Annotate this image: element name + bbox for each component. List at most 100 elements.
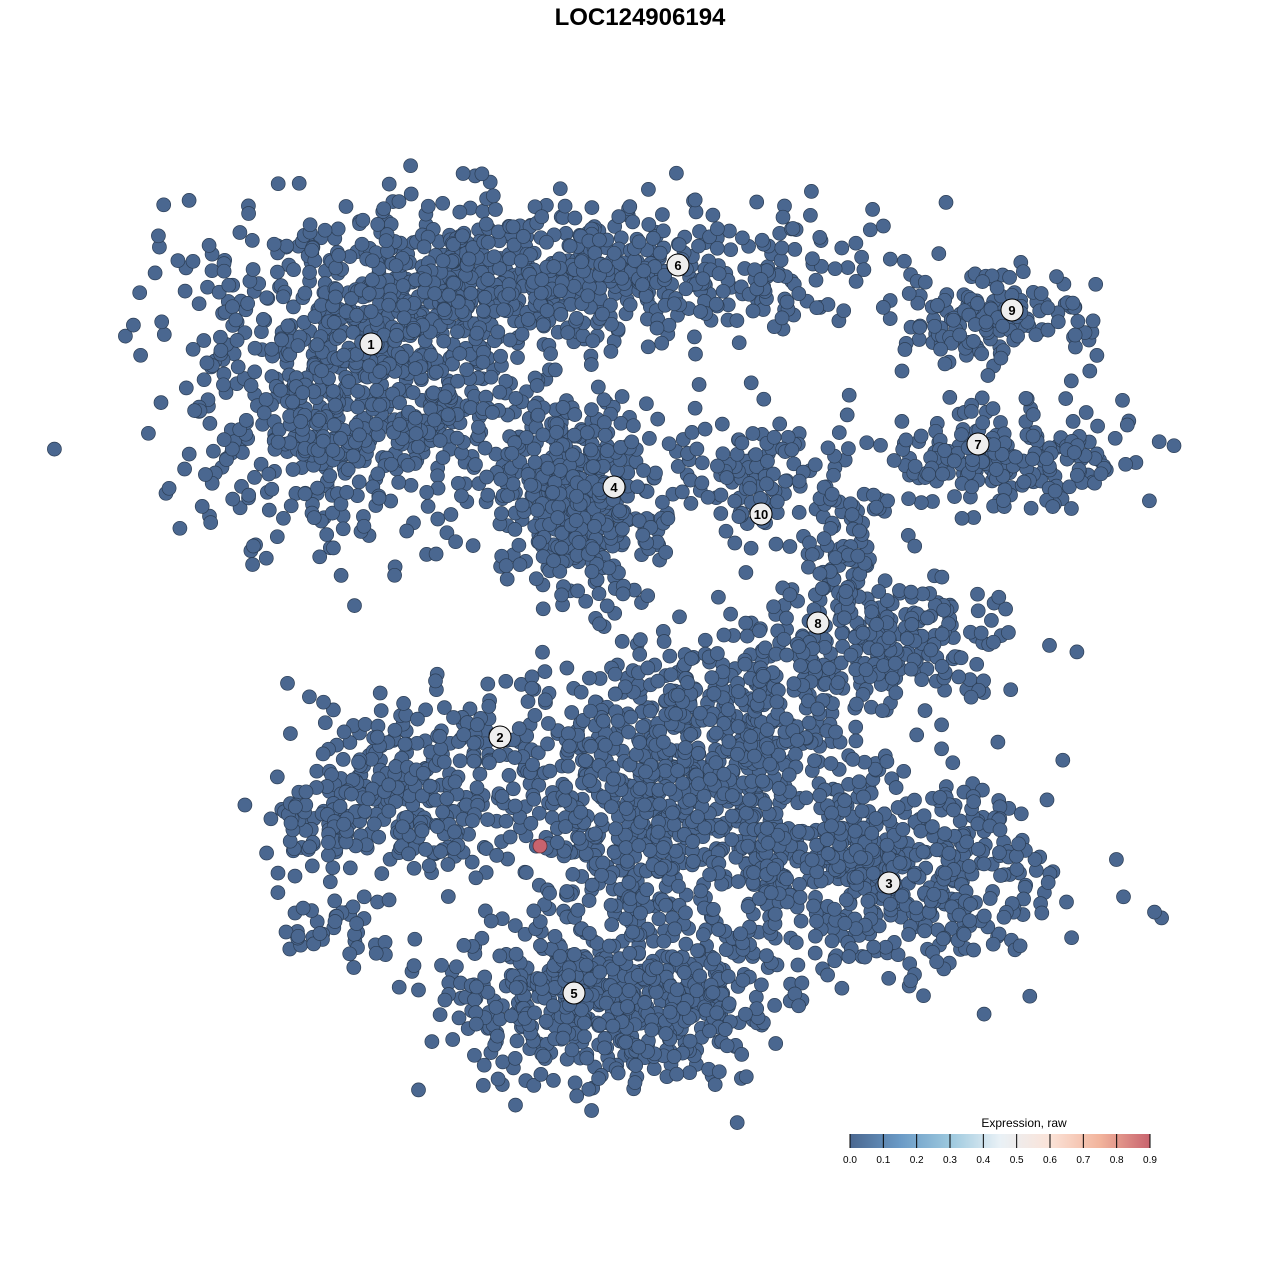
data-point — [511, 537, 527, 553]
data-point — [720, 969, 736, 984]
data-point — [906, 867, 922, 883]
data-point — [540, 460, 556, 476]
data-point — [963, 896, 978, 912]
data-point — [638, 764, 653, 780]
data-point — [738, 1006, 753, 1022]
data-point — [478, 216, 494, 232]
data-point — [311, 412, 327, 428]
data-point — [559, 884, 575, 899]
data-point — [371, 829, 387, 845]
data-point — [973, 625, 989, 641]
data-point — [229, 333, 245, 348]
data-point — [430, 511, 446, 527]
data-point — [938, 195, 954, 210]
data-point — [509, 1033, 525, 1049]
data-point — [615, 586, 631, 602]
data-point — [695, 271, 711, 287]
data-point — [610, 713, 626, 729]
data-point — [988, 462, 1004, 477]
data-point — [655, 494, 670, 510]
data-point — [766, 861, 782, 877]
data-point — [578, 753, 593, 768]
data-point — [672, 609, 687, 625]
data-point — [729, 313, 745, 328]
data-point — [639, 396, 654, 412]
data-point — [475, 354, 491, 370]
data-point — [759, 948, 774, 963]
data-point — [848, 235, 864, 251]
data-point — [970, 586, 985, 602]
data-point — [325, 442, 341, 458]
data-point — [579, 425, 595, 441]
data-point — [1109, 852, 1124, 867]
data-point — [560, 758, 576, 774]
data-point — [480, 676, 496, 692]
data-point — [387, 722, 403, 738]
data-point — [636, 263, 652, 279]
data-point — [675, 775, 690, 791]
data-point — [1025, 428, 1041, 444]
data-point — [372, 364, 388, 379]
data-point — [599, 443, 615, 458]
data-point — [1042, 638, 1057, 653]
data-point — [573, 684, 589, 700]
data-point — [911, 332, 927, 347]
data-point — [585, 333, 601, 349]
data-point — [1069, 467, 1085, 483]
data-point — [529, 378, 545, 393]
data-point — [451, 1010, 467, 1026]
data-point — [592, 964, 608, 980]
data-point — [640, 339, 656, 355]
data-point — [763, 885, 779, 901]
data-point — [772, 416, 788, 432]
data-point — [746, 865, 761, 880]
data-point — [819, 832, 835, 847]
data-point — [824, 805, 839, 821]
data-point — [1147, 904, 1162, 920]
data-point — [754, 232, 770, 248]
data-point — [543, 346, 558, 362]
data-point — [642, 431, 657, 446]
data-point — [658, 1026, 674, 1041]
data-point — [599, 598, 615, 614]
data-point — [603, 344, 619, 359]
data-point — [430, 468, 445, 484]
data-point — [273, 382, 288, 398]
data-point — [527, 707, 543, 723]
data-point — [652, 245, 668, 261]
data-point — [850, 548, 866, 564]
data-point — [1045, 499, 1061, 514]
data-point — [914, 672, 930, 688]
data-point — [374, 866, 390, 881]
data-point — [418, 842, 433, 857]
data-point — [661, 436, 677, 452]
data-point — [866, 487, 881, 503]
data-point — [325, 860, 341, 876]
data-point — [545, 998, 561, 1014]
data-point — [439, 525, 455, 541]
data-point — [424, 1034, 440, 1049]
data-point — [493, 348, 508, 364]
data-point — [649, 960, 664, 976]
data-point — [1063, 373, 1079, 389]
data-point — [435, 804, 450, 820]
data-point — [161, 480, 177, 496]
data-point — [606, 245, 622, 261]
data-point — [532, 534, 547, 550]
data-point — [502, 829, 518, 845]
data-point — [984, 613, 999, 628]
data-point — [403, 158, 418, 174]
data-point — [697, 421, 713, 437]
data-point — [682, 792, 698, 808]
data-point — [456, 727, 472, 743]
data-point — [327, 397, 343, 413]
data-point — [684, 425, 700, 440]
data-point — [347, 598, 362, 613]
data-point — [537, 692, 553, 708]
data-point — [865, 202, 880, 217]
data-point — [585, 541, 601, 557]
data-point — [328, 260, 344, 276]
data-point — [917, 703, 933, 718]
data-point — [711, 589, 726, 605]
data-point — [621, 983, 637, 998]
